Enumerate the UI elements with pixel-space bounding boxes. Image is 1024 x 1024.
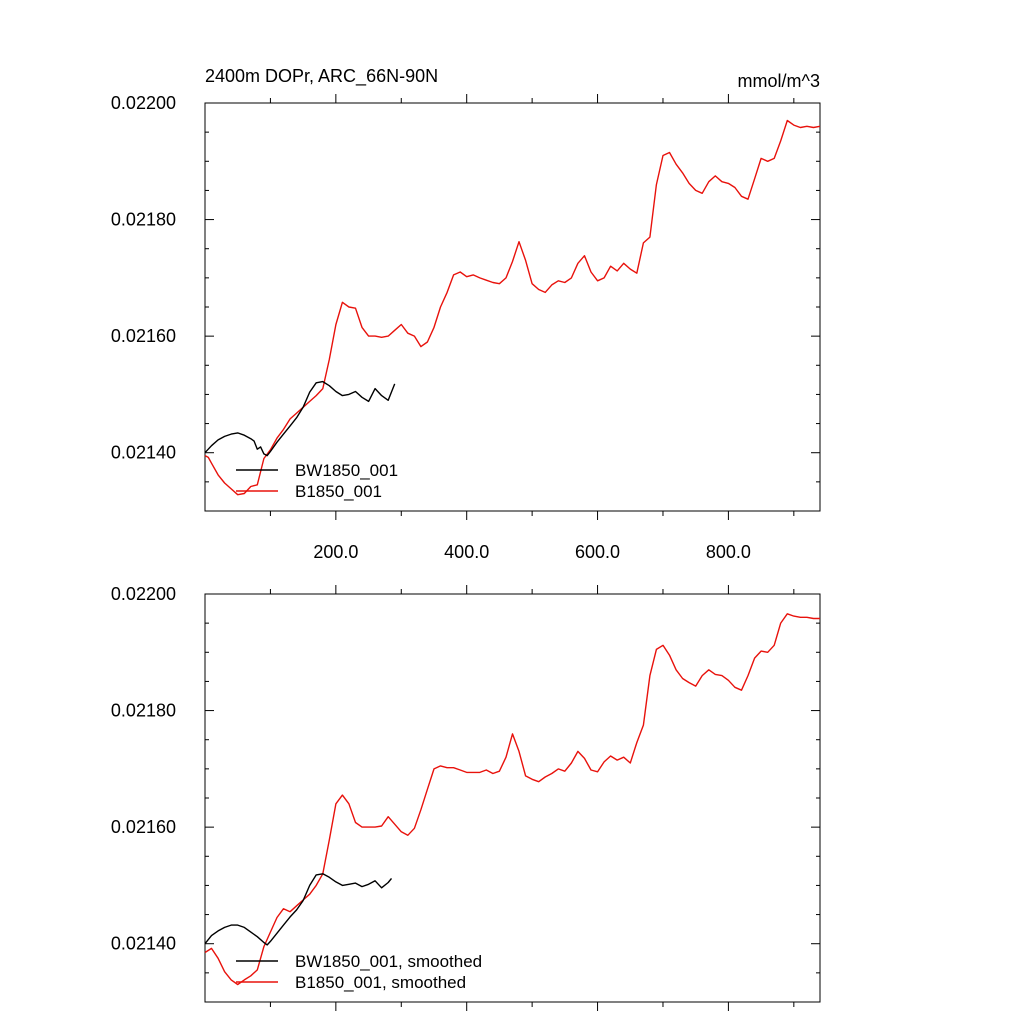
x-tick-label: 200.0 (313, 542, 358, 562)
y-tick-label: 0.02180 (111, 701, 176, 721)
chart-title: 2400m DOPr, ARC_66N-90N (205, 66, 438, 87)
y-tick-label: 0.02200 (111, 93, 176, 113)
y-tick-label: 0.02200 (111, 584, 176, 604)
legend-label: B1850_001 (295, 482, 382, 501)
series-group (204, 613, 820, 986)
legend: BW1850_001 B1850_001 (236, 461, 398, 501)
legend-label: BW1850_001, smoothed (295, 952, 482, 971)
plot-frame (204, 593, 821, 1003)
legend: BW1850_001, smoothed B1850_001, smoothed (236, 952, 482, 992)
axis-ticks: 0.02140 0.02160 0.02180 0.02200 200.0 400.0 60… (111, 93, 820, 562)
y-tick-label: 0.02160 (111, 817, 176, 837)
y-tick-label: 0.02140 (111, 443, 176, 463)
x-tick-label: 400.0 (444, 542, 489, 562)
top-panel: 2400m DOPr, ARC_66N-90N mmol/m^3 0.02140… (111, 66, 821, 562)
y-tick-label: 0.02140 (111, 934, 176, 954)
plot-frame (204, 102, 821, 512)
axis-ticks: 0.02140 0.02160 0.02180 0.02200 (111, 584, 820, 1011)
x-tick-label: 600.0 (575, 542, 620, 562)
series-line-1 (204, 613, 820, 986)
series-line-0 (204, 380, 396, 457)
x-tick-label: 800.0 (706, 542, 751, 562)
y-tick-label: 0.02180 (111, 210, 176, 230)
legend-label: B1850_001, smoothed (295, 973, 466, 992)
series-group (204, 119, 821, 496)
bottom-panel: 0.02140 0.02160 0.02180 0.02200 BW1850_001,… (111, 584, 821, 1011)
y-tick-label: 0.02160 (111, 326, 176, 346)
series-line-0 (204, 873, 393, 946)
legend-label: BW1850_001 (295, 461, 398, 480)
units-label: mmol/m^3 (738, 71, 820, 91)
series-line-1 (204, 119, 821, 496)
